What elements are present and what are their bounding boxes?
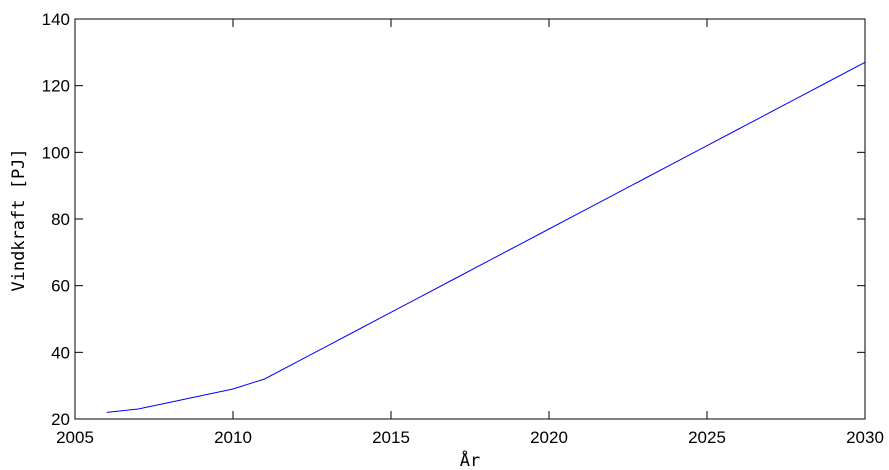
- series-line-0: [106, 61, 866, 413]
- x-tick-label: 2005: [56, 428, 94, 447]
- y-tick-label: 60: [51, 277, 70, 296]
- x-tick-label: 2020: [530, 428, 568, 447]
- x-tick-label: 2025: [688, 428, 726, 447]
- plot-background: [75, 19, 865, 419]
- y-tick-label: 40: [51, 343, 70, 362]
- y-tick-label: 20: [51, 410, 70, 429]
- y-tick-label: 100: [42, 143, 70, 162]
- x-tick-label: 2015: [372, 428, 410, 447]
- series-layer: [106, 61, 866, 413]
- x-tick-label: 2010: [214, 428, 252, 447]
- x-axis-title: År: [460, 449, 480, 470]
- y-tick-label: 120: [42, 77, 70, 96]
- tick-layer: 2005 2010 2015 2020 2025 2030 20 40 60 80 100 120 14…: [42, 10, 884, 447]
- plot-frame: [74, 18, 866, 420]
- x-tick-label: 2030: [846, 428, 884, 447]
- y-axis-title: Vindkraft [PJ]: [9, 148, 29, 291]
- y-tick-label: 80: [51, 210, 70, 229]
- y-tick-label: 140: [42, 10, 70, 29]
